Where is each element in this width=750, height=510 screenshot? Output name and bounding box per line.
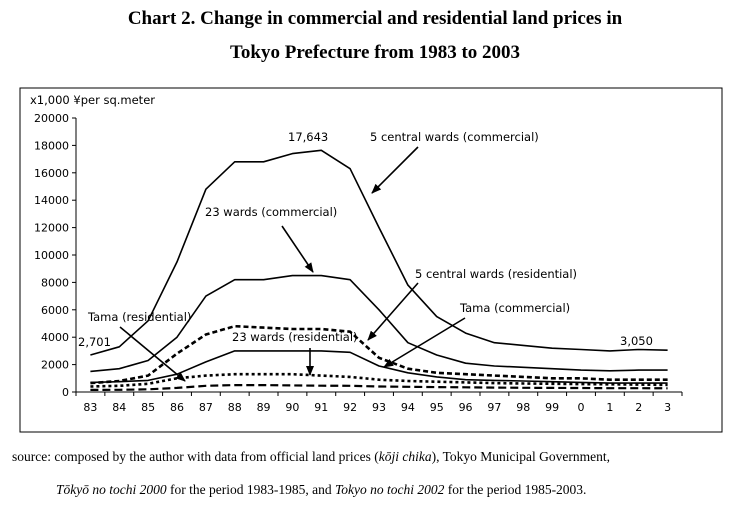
x-tick-label: 97	[487, 401, 501, 414]
y-tick-label: 8000	[41, 276, 69, 289]
source-line-1: source: composed by the author with data…	[12, 449, 610, 465]
x-tick-label: 83	[83, 401, 97, 414]
series-line-tama-commercial	[90, 350, 668, 384]
x-tick-label: 87	[199, 401, 213, 414]
annotation-arrow	[119, 326, 186, 382]
y-tick-label: 12000	[34, 222, 69, 235]
x-tick-label: 0	[578, 401, 585, 414]
annotation-arrow	[367, 282, 419, 341]
x-tick-label: 90	[285, 401, 299, 414]
x-tick-label: 92	[343, 401, 357, 414]
source-text-d: for the period 1985-2003.	[444, 482, 587, 497]
line-chart: 0 2000 4000 6000 8000 10000 12000 14000 16000 180…	[19, 87, 723, 433]
y-tick-label: 4000	[41, 331, 69, 344]
x-tick-label: 3	[664, 401, 671, 414]
source-term-koji-chika: kōji chika	[378, 449, 432, 464]
y-tick-label: 14000	[34, 194, 69, 207]
x-tick-label: 85	[141, 401, 155, 414]
annotation-label: Tama (commercial)	[459, 301, 570, 315]
source-title-tokyo-no-tochi-2002: Tokyo no tochi 2002	[334, 482, 445, 497]
annotation-label: 23 wards (commercial)	[205, 205, 337, 219]
annotation-label: 3,050	[620, 334, 653, 348]
x-tick-label: 1	[606, 401, 613, 414]
source-text-b: ), Tokyo Municipal Government,	[431, 449, 611, 464]
x-tick-label: 98	[516, 401, 530, 414]
x-tick-label: 94	[401, 401, 415, 414]
x-tick-label: 88	[228, 401, 242, 414]
annotation-arrow	[383, 317, 466, 368]
series-line-23-wards-residential	[90, 372, 668, 388]
annotation-label: 23 wards (residential)	[232, 330, 358, 344]
source-line-2: Tōkyō no tochi 2000 for the period 1983-…	[56, 482, 586, 498]
annotation-label: 17,643	[288, 130, 328, 144]
x-tick-label: 99	[545, 401, 559, 414]
x-tick-label: 91	[314, 401, 328, 414]
series-line-tama-residential	[90, 384, 668, 391]
annotation-arrow	[281, 225, 314, 273]
x-tick-label: 96	[459, 401, 473, 414]
annotation-arrow	[371, 146, 419, 194]
x-tick-label: 2	[635, 401, 642, 414]
chart-title-line-1: Chart 2. Change in commercial and reside…	[127, 8, 623, 29]
y-tick-label: 6000	[41, 304, 69, 317]
annotation-label: Tama (residential)	[87, 310, 191, 324]
chart-frame	[19, 87, 723, 433]
series-line-5-central-wards-commercial	[90, 149, 668, 356]
annotation-label: 5 central wards (commercial)	[370, 130, 539, 144]
x-tick-label: 89	[257, 401, 271, 414]
y-tick-label: 16000	[34, 167, 69, 180]
x-tick-label: 95	[430, 401, 444, 414]
x-tick-label: 86	[170, 401, 184, 414]
chart-title-line-2: Tokyo Prefecture from 1983 to 2003	[229, 42, 521, 63]
series-line-23-wards-commercial	[90, 274, 668, 373]
source-text-c: for the period 1983-1985, and	[166, 482, 335, 497]
y-tick-label: 20000	[34, 112, 69, 125]
source-title-tokyo-no-tochi-2000: Tōkyō no tochi 2000	[56, 482, 167, 497]
y-axis-label: x1,000 ¥per sq.meter	[30, 93, 155, 107]
source-text-a: source: composed by the author with data…	[12, 449, 379, 464]
series-line-5-central-wards-residential	[90, 324, 668, 385]
y-tick-label: 10000	[34, 249, 69, 262]
y-tick-label: 0	[62, 386, 69, 399]
annotation-label: 2,701	[78, 335, 111, 349]
y-tick-label: 2000	[41, 359, 69, 372]
x-tick-label: 84	[112, 401, 126, 414]
y-tick-label: 18000	[34, 139, 69, 152]
x-tick-label: 93	[372, 401, 386, 414]
annotation-label: 5 central wards (residential)	[415, 267, 577, 281]
